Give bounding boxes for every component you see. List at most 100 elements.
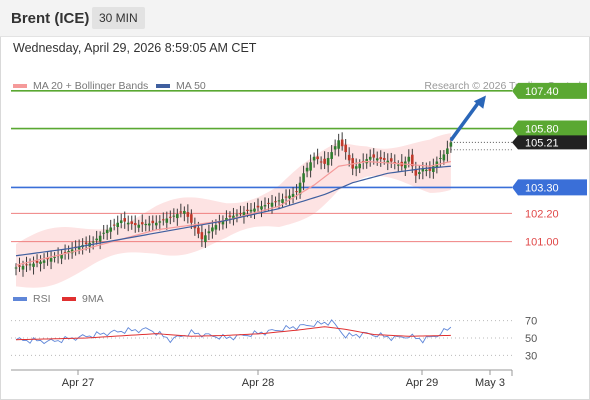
candle-body — [112, 224, 116, 226]
candle-body — [407, 156, 411, 162]
forecast-arrow — [449, 99, 482, 142]
candle-body — [49, 258, 53, 262]
x-tick-label: Apr 29 — [406, 377, 438, 389]
ma50-swatch — [156, 84, 170, 88]
candle-body — [382, 158, 386, 160]
candle-body — [323, 158, 326, 164]
candle-body — [242, 212, 246, 217]
legend-ma20: MA 20 + Bollinger Bands — [13, 80, 148, 92]
level-label-103.30: 103.30 — [525, 182, 559, 194]
candle-body — [32, 263, 35, 267]
candle-body — [337, 140, 340, 149]
candle-body — [249, 209, 253, 212]
candle-body — [267, 202, 270, 204]
candle-body — [389, 158, 393, 162]
candle-body — [105, 229, 109, 234]
candle-body — [309, 162, 312, 171]
candle-body — [295, 191, 298, 193]
candle-body — [140, 222, 144, 225]
ma50-line — [15, 165, 451, 257]
candle-body — [46, 257, 49, 260]
candle-body — [18, 265, 21, 267]
candle-body — [344, 144, 347, 153]
candle-body — [340, 139, 344, 147]
candle-body — [368, 156, 372, 160]
instrument-title: Brent (ICE) — [11, 10, 90, 27]
candle-body — [144, 223, 148, 226]
candle-body — [116, 222, 120, 227]
candle-body — [239, 213, 242, 215]
candle-body — [190, 214, 193, 223]
level-tag-105.80 — [512, 120, 587, 137]
rsi-level-label-70: 70 — [525, 316, 537, 328]
candle-body — [421, 168, 425, 172]
candle-body — [316, 156, 319, 160]
level-tag-107.40 — [512, 82, 587, 99]
candle-body — [42, 260, 46, 263]
ma9-label: 9MA — [82, 293, 104, 305]
candle-body — [211, 227, 214, 232]
candle-body — [197, 227, 200, 234]
candle-body — [305, 167, 309, 172]
candle-body — [235, 214, 239, 216]
candle-body — [298, 182, 302, 195]
candle-body — [439, 157, 442, 159]
rsi-line — [15, 319, 452, 345]
candle-body — [326, 157, 330, 166]
candle-body — [253, 208, 256, 212]
candle-body — [319, 161, 323, 163]
candle-body — [372, 154, 376, 158]
candle-body — [95, 238, 98, 241]
candle-body — [119, 220, 123, 224]
candle-body — [91, 241, 95, 243]
last-price-label: 105.21 — [525, 137, 559, 149]
candle-body — [133, 222, 137, 226]
candle-body — [281, 199, 284, 203]
candle-body — [403, 161, 407, 169]
candle-body — [218, 222, 221, 224]
candle-body — [225, 218, 228, 222]
candle-body — [330, 152, 333, 159]
x-tick-label: Apr 27 — [62, 377, 94, 389]
candle-body — [158, 221, 162, 223]
candle-body — [154, 222, 158, 226]
ma50-label: MA 50 — [176, 80, 206, 92]
candle-body — [193, 225, 197, 229]
candle-body — [411, 154, 414, 167]
legend-9ma: 9MA — [62, 293, 104, 305]
candle-body — [393, 162, 397, 164]
legend-rsi: RSI — [13, 293, 51, 305]
candle-body — [260, 206, 263, 210]
candle-body — [204, 235, 207, 243]
candle-body — [256, 205, 260, 208]
chart-header: Brent (ICE) 30 MIN — [0, 0, 590, 37]
candle-body — [147, 223, 151, 226]
candle-body — [102, 232, 105, 234]
level-label-101.00: 101.00 — [525, 237, 559, 249]
candle-body — [98, 235, 102, 242]
candle-body — [63, 252, 67, 254]
candle-body — [21, 265, 25, 270]
candle-body — [165, 218, 169, 223]
candle-body — [183, 210, 186, 214]
x-tick-label: May 3 — [475, 377, 505, 389]
level-label-102.20: 102.20 — [525, 208, 559, 220]
candle-body — [70, 249, 74, 254]
ma20-swatch — [13, 84, 27, 88]
candle-body — [162, 219, 165, 221]
candle-body — [442, 154, 446, 161]
candle-body — [130, 221, 134, 224]
candle-body — [60, 254, 63, 259]
candle-body — [302, 173, 305, 183]
rsi-level-label-30: 30 — [525, 350, 537, 362]
candle-body — [288, 195, 291, 199]
candle-body — [172, 215, 176, 217]
candle-body — [358, 163, 361, 169]
candle-body — [432, 166, 435, 172]
candle-body — [396, 164, 400, 166]
ma9-swatch — [62, 297, 76, 301]
candle-body — [414, 169, 418, 176]
interval-badge[interactable]: 30 MIN — [92, 7, 145, 29]
candle-body — [109, 227, 112, 232]
candle-body — [25, 264, 28, 266]
